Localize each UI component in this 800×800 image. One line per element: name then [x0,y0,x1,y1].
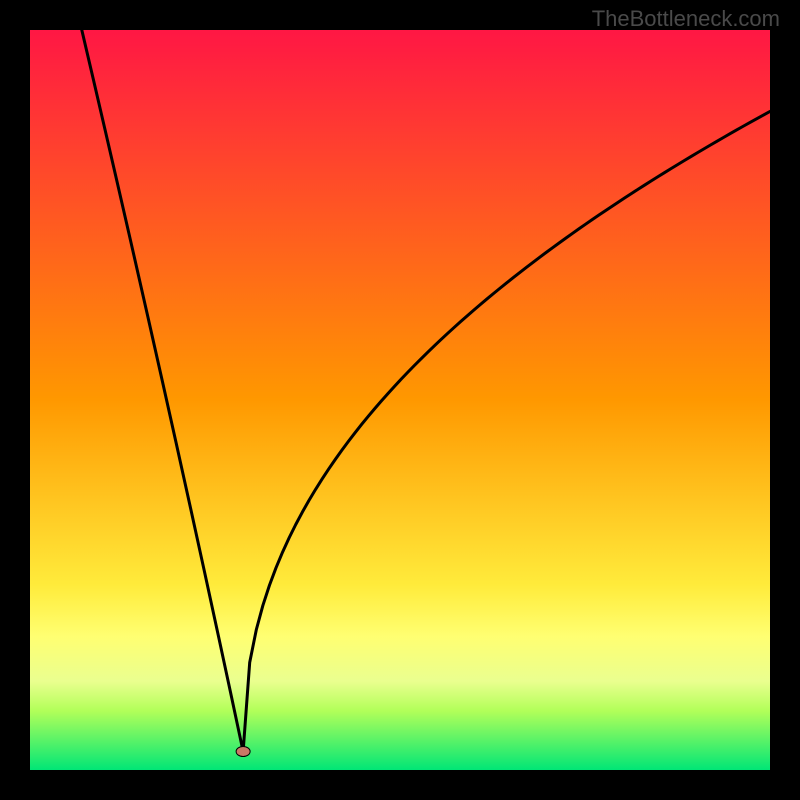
bottleneck-curve [30,30,770,770]
minimum-marker [236,747,250,757]
curve-path [82,30,770,752]
gradient-plot-area [30,30,770,770]
watermark-text: TheBottleneck.com [592,6,780,32]
